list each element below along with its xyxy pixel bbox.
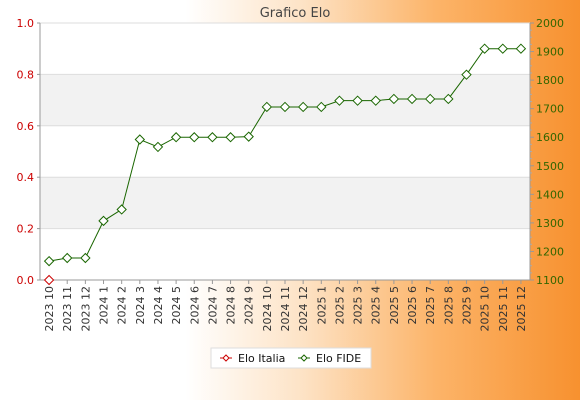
left-tick-label: 0.2 bbox=[17, 223, 35, 236]
legend-label: Elo FIDE bbox=[316, 352, 361, 365]
x-tick-label: 2024 11 bbox=[279, 286, 292, 332]
left-tick-label: 0.8 bbox=[17, 68, 35, 81]
data-point bbox=[352, 95, 363, 106]
data-point bbox=[152, 141, 164, 153]
data-point bbox=[98, 215, 109, 227]
x-tick-label: 2024 2 bbox=[116, 286, 129, 325]
data-point bbox=[461, 69, 472, 80]
x-tick-label: 2025 7 bbox=[424, 286, 437, 325]
legend-label: Elo Italia bbox=[238, 352, 285, 365]
x-tick-label: 2024 10 bbox=[261, 286, 274, 332]
x-tick-label: 2024 6 bbox=[188, 286, 201, 325]
left-tick-label: 0.6 bbox=[17, 120, 35, 133]
data-point bbox=[225, 132, 236, 143]
data-point bbox=[43, 255, 55, 267]
x-tick-label: 2025 9 bbox=[460, 286, 473, 325]
right-tick-label: 1700 bbox=[536, 103, 564, 116]
grid-band bbox=[40, 74, 530, 126]
right-tick-label: 1300 bbox=[536, 217, 564, 230]
x-tick-label: 2025 8 bbox=[442, 286, 455, 325]
x-tick-label: 2023 10 bbox=[43, 286, 56, 332]
x-tick-label: 2024 8 bbox=[225, 286, 238, 325]
right-tick-label: 1900 bbox=[536, 46, 564, 59]
x-tick-label: 2023 11 bbox=[61, 286, 74, 332]
data-point bbox=[406, 93, 418, 105]
plot-area bbox=[40, 23, 530, 280]
grid-band bbox=[40, 177, 530, 229]
x-tick-label: 2025 12 bbox=[515, 286, 528, 332]
x-tick-label: 2024 9 bbox=[243, 286, 256, 325]
right-tick-label: 1600 bbox=[536, 131, 564, 144]
data-point bbox=[370, 95, 381, 106]
x-tick-label: 2024 3 bbox=[134, 286, 147, 325]
data-point bbox=[334, 95, 345, 106]
data-point bbox=[388, 93, 400, 105]
x-tick-label: 2025 1 bbox=[315, 286, 328, 325]
x-tick-label: 2024 1 bbox=[98, 286, 111, 325]
data-point bbox=[62, 252, 73, 264]
data-point bbox=[479, 43, 490, 54]
legend-marker bbox=[300, 354, 308, 362]
data-point bbox=[443, 93, 454, 105]
data-point bbox=[207, 132, 218, 143]
right-tick-label: 1500 bbox=[536, 160, 564, 173]
data-point bbox=[43, 274, 55, 286]
right-tick-label: 1200 bbox=[536, 245, 564, 258]
x-tick-label: 2025 11 bbox=[497, 286, 510, 332]
data-point bbox=[134, 134, 146, 145]
data-point bbox=[424, 93, 436, 105]
right-tick-label: 1400 bbox=[536, 188, 564, 201]
right-tick-label: 1800 bbox=[536, 74, 564, 87]
left-tick-label: 1.0 bbox=[17, 17, 35, 30]
legend-box bbox=[210, 347, 372, 369]
data-point bbox=[279, 101, 291, 113]
right-tick-label: 2000 bbox=[536, 17, 564, 30]
x-tick-label: 2025 5 bbox=[388, 286, 401, 325]
x-tick-label: 2025 6 bbox=[406, 286, 419, 325]
chart-title: Grafico Elo bbox=[260, 6, 331, 21]
data-point bbox=[189, 132, 200, 143]
x-tick-label: 2024 5 bbox=[170, 286, 183, 325]
left-tick-label: 0.0 bbox=[17, 274, 35, 287]
data-point bbox=[297, 101, 309, 113]
x-tick-label: 2023 12 bbox=[79, 286, 92, 332]
data-point bbox=[497, 43, 508, 54]
data-point bbox=[80, 252, 91, 264]
x-tick-label: 2024 7 bbox=[206, 286, 219, 325]
x-tick-label: 2025 10 bbox=[479, 286, 492, 332]
left-tick-label: 0.4 bbox=[17, 171, 35, 184]
x-tick-label: 2025 3 bbox=[352, 286, 365, 325]
data-point bbox=[170, 132, 182, 143]
x-tick-label: 2025 2 bbox=[333, 286, 346, 325]
x-tick-label: 2024 12 bbox=[297, 286, 310, 332]
data-point bbox=[116, 204, 127, 215]
data-point bbox=[316, 101, 327, 113]
data-point bbox=[243, 131, 254, 142]
data-point bbox=[515, 43, 527, 54]
right-tick-label: 1100 bbox=[536, 274, 564, 287]
data-point bbox=[261, 101, 273, 113]
x-tick-label: 2025 4 bbox=[370, 286, 383, 325]
x-tick-label: 2024 4 bbox=[152, 286, 165, 325]
legend-marker bbox=[222, 354, 230, 362]
